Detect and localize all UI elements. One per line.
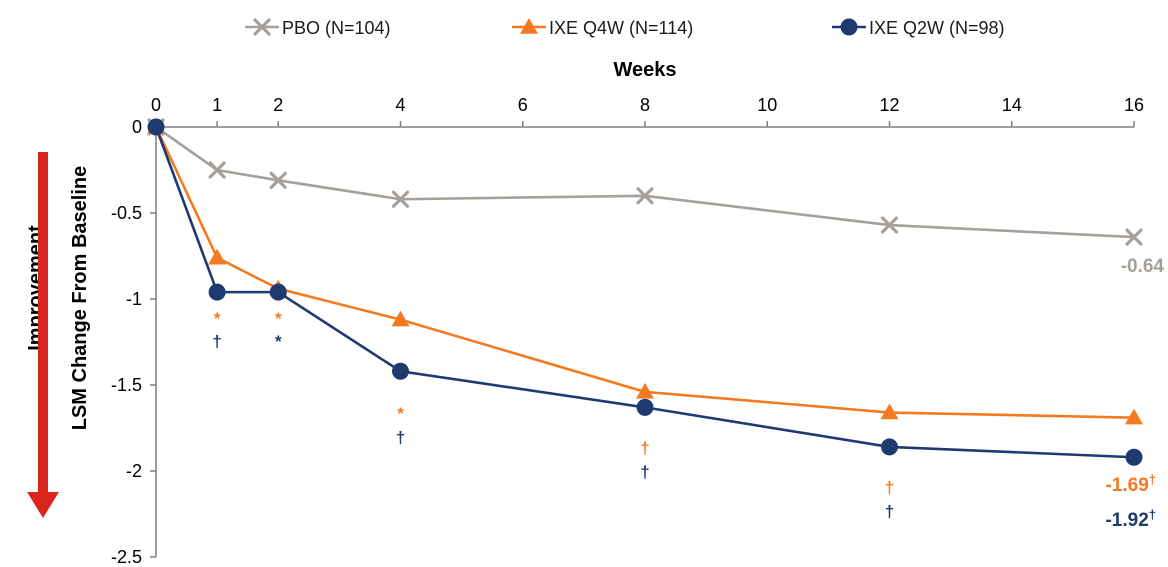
- x-tick-label: 8: [640, 95, 650, 115]
- series-line: [155, 125, 1135, 239]
- y-axis-title: LSM Change From Baseline: [69, 166, 91, 431]
- y-axis: 0 -0.5 -1 -1.5 -2 -2.5: [111, 117, 157, 567]
- y-tick-label: -0.5: [111, 203, 142, 223]
- legend: PBO (N=104) IXE Q4W (N=114) IXE Q2W (N=98): [245, 18, 1005, 38]
- series-1: [154, 126, 1135, 419]
- x-tick-label: 14: [1002, 95, 1022, 115]
- x-tick-label: 1: [212, 95, 222, 115]
- y-tick-label: 0: [132, 117, 142, 137]
- x-tick-label: 4: [395, 95, 405, 115]
- series-layer: [147, 118, 1143, 466]
- y-tick-label: -2.5: [111, 547, 142, 567]
- legend-entry: IXE Q2W (N=98): [832, 18, 1005, 38]
- y-axis-title-group: LSM Change From Baseline Improvement: [25, 152, 91, 518]
- legend-marker: [840, 18, 858, 36]
- series-markers-1: [147, 118, 1143, 425]
- significance-mark: *: [275, 332, 282, 351]
- data-point: [391, 310, 410, 327]
- data-point: [208, 161, 226, 179]
- series-line: [154, 126, 1135, 419]
- significance-mark: †: [640, 462, 649, 481]
- legend-label: IXE Q4W (N=114): [549, 18, 693, 38]
- data-point: [391, 190, 410, 208]
- legend-marker: [520, 18, 538, 34]
- data-point: [636, 187, 654, 205]
- data-point: [636, 398, 654, 416]
- significance-mark: *: [397, 404, 404, 423]
- legend-label: PBO (N=104): [282, 18, 391, 38]
- improvement-arrow: [27, 152, 59, 518]
- data-point: [636, 382, 654, 399]
- data-point: [269, 171, 287, 189]
- significance-mark: *: [275, 309, 282, 328]
- x-tick-label: 2: [273, 95, 283, 115]
- data-point: [881, 438, 898, 456]
- end-value-labels: -0.64 -1.69† -1.92†: [1105, 256, 1164, 531]
- data-point: [147, 118, 165, 136]
- data-point: [1125, 408, 1143, 425]
- y-tick-label: -2: [126, 461, 142, 481]
- x-axis: 0 1 2 4 6 8 10 12 14 16: [151, 95, 1144, 128]
- series-0: [155, 125, 1135, 239]
- legend-marker: [253, 18, 271, 36]
- x-tick-label: 6: [518, 95, 528, 115]
- data-point: [269, 283, 287, 301]
- significance-mark: †: [396, 428, 405, 447]
- series-markers-2: [147, 118, 1143, 466]
- y-tick-label: -1: [126, 289, 142, 309]
- end-value-label: -1.69†: [1105, 472, 1156, 496]
- legend-entry: IXE Q4W (N=114): [512, 18, 693, 38]
- x-tick-label: 16: [1124, 95, 1144, 115]
- end-value-label: -0.64: [1121, 256, 1165, 277]
- data-point: [392, 362, 409, 380]
- significance-mark: †: [640, 438, 649, 457]
- legend-entry: PBO (N=104): [245, 18, 391, 38]
- data-point: [880, 403, 899, 420]
- x-axis-title: Weeks: [613, 59, 676, 81]
- x-tick-label: 0: [151, 95, 161, 115]
- data-point: [1125, 228, 1143, 246]
- y-tick-label: -1.5: [111, 375, 142, 395]
- data-point: [208, 248, 227, 265]
- significance-mark: †: [885, 478, 894, 497]
- improvement-arrow-head: [27, 492, 59, 518]
- improvement-arrow-shaft: [38, 152, 48, 492]
- legend-label: IXE Q2W (N=98): [869, 18, 1005, 38]
- significance-mark: †: [885, 502, 894, 521]
- significance-mark: †: [212, 332, 221, 351]
- x-tick-label: 12: [879, 95, 899, 115]
- data-point: [208, 283, 226, 301]
- significance-mark: *: [214, 309, 221, 328]
- data-point: [880, 216, 899, 234]
- data-point: [1125, 448, 1143, 466]
- end-value-label: -1.92†: [1105, 507, 1156, 531]
- significance-marks: * † * * * † † † † †: [212, 309, 894, 521]
- x-tick-label: 10: [757, 95, 777, 115]
